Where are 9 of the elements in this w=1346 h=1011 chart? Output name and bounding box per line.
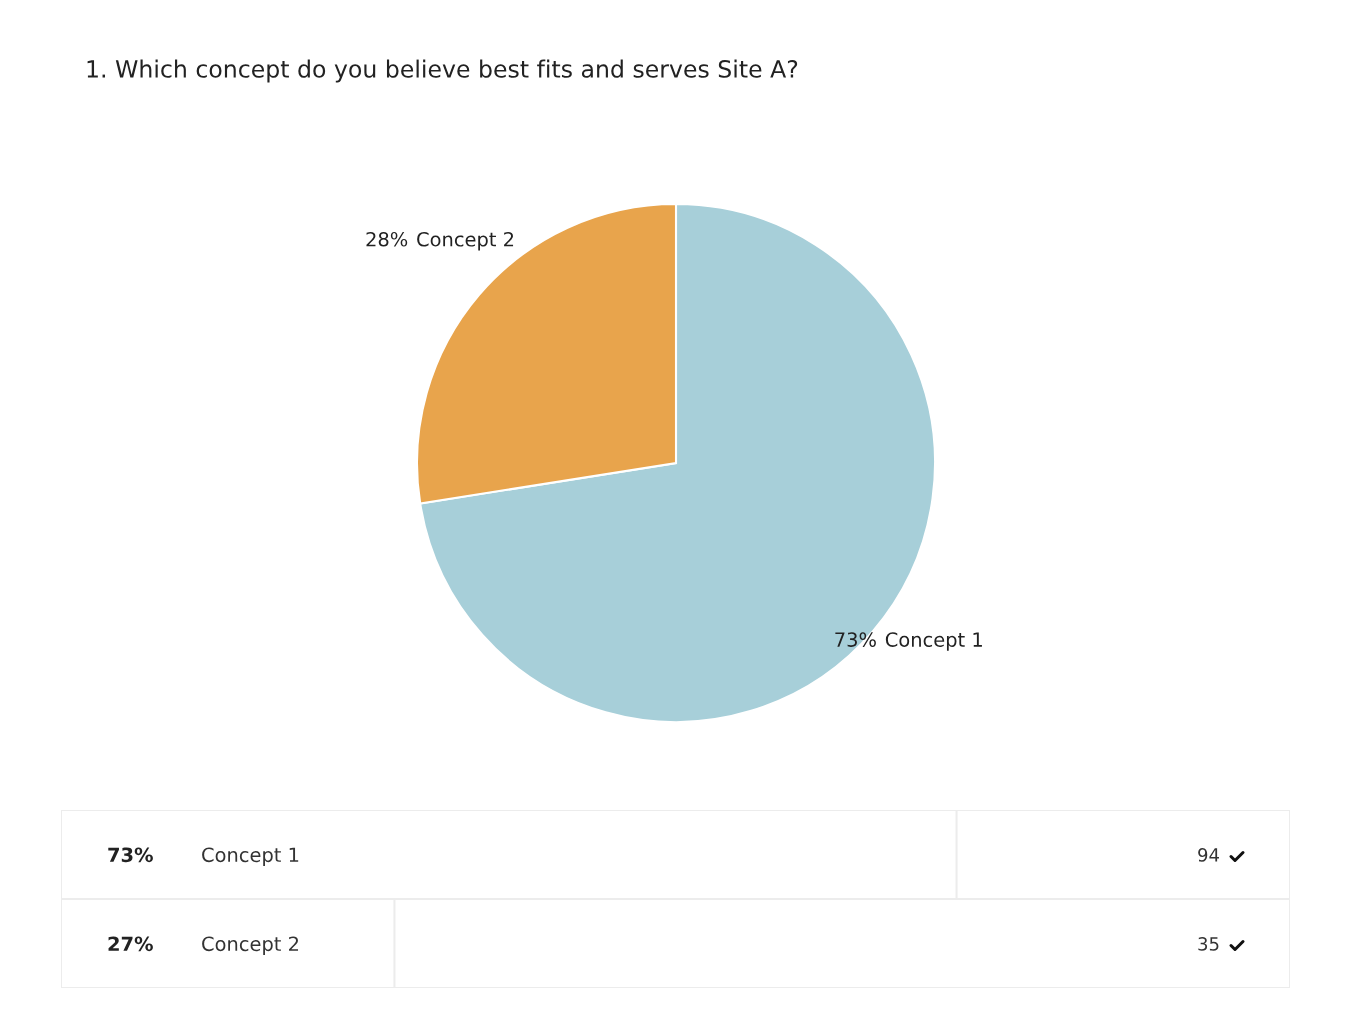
annotation: 73% (108, 847, 153, 863)
chart-title: 1. Which concept do you believe best fits and serves Site A? (87, 59, 798, 83)
data-label: 35 (1198, 937, 1219, 951)
data-label: 73% (835, 632, 876, 647)
slice-label: Concept 1 (885, 632, 982, 651)
data-label: 28% (366, 231, 408, 247)
slice-label: Concept 2 (417, 231, 514, 251)
annotation: 27% (108, 936, 153, 952)
data-label: 94 (1198, 848, 1219, 862)
